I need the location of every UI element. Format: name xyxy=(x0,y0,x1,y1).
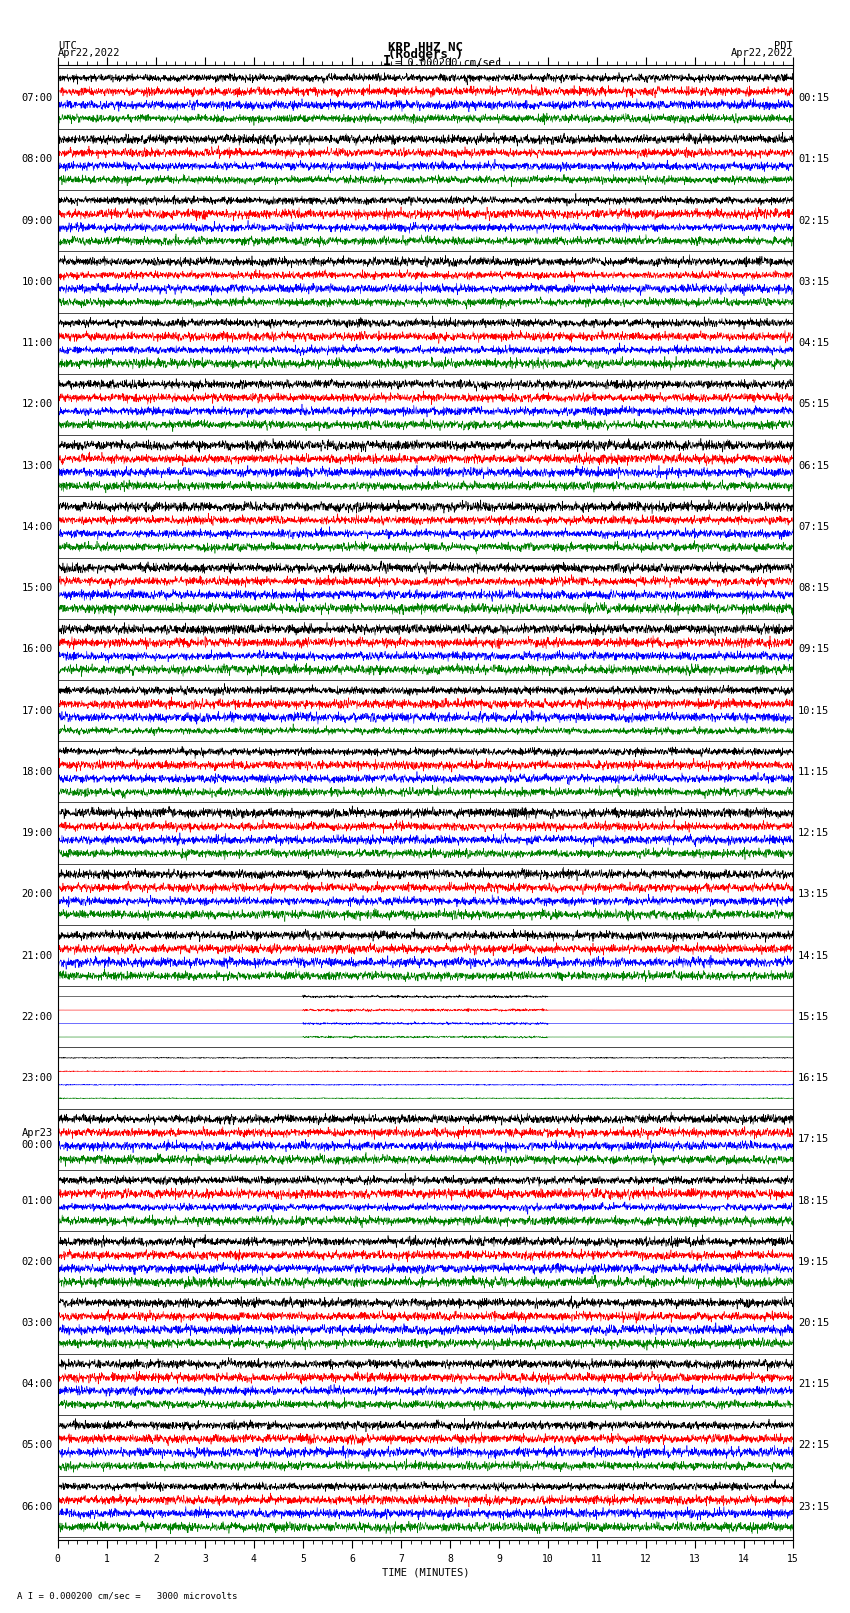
Text: Apr22,2022: Apr22,2022 xyxy=(730,48,793,58)
X-axis label: TIME (MINUTES): TIME (MINUTES) xyxy=(382,1568,469,1578)
Text: PDT: PDT xyxy=(774,40,793,50)
Text: A I = 0.000200 cm/sec =   3000 microvolts: A I = 0.000200 cm/sec = 3000 microvolts xyxy=(17,1590,237,1600)
Text: KRP HHZ NC: KRP HHZ NC xyxy=(388,40,462,53)
Text: = 0.000200 cm/sec: = 0.000200 cm/sec xyxy=(395,58,501,68)
Text: UTC: UTC xyxy=(58,40,76,50)
Text: Apr22,2022: Apr22,2022 xyxy=(58,48,121,58)
Text: I: I xyxy=(382,53,391,68)
Text: (Rodgers ): (Rodgers ) xyxy=(388,48,462,61)
